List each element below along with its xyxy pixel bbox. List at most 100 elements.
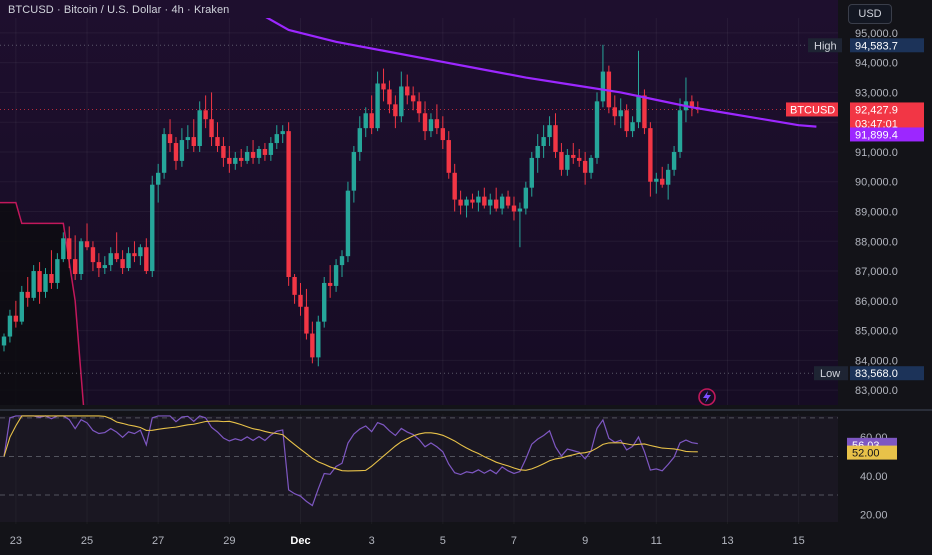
candle-body — [256, 148, 262, 158]
candle — [393, 95, 398, 129]
candle-body — [7, 315, 13, 337]
rsi-ma-value: 52.00 — [852, 448, 880, 460]
lightning-icon[interactable] — [698, 388, 716, 406]
low-tag-value: 83,568.0 — [855, 368, 898, 380]
high-tag: High 94,583.7 — [808, 38, 924, 53]
candle-body — [630, 122, 635, 132]
time-tick-label: 29 — [223, 535, 235, 547]
candle-body — [250, 151, 256, 158]
candle-body — [618, 110, 623, 117]
candle — [375, 71, 380, 132]
candle-body — [606, 71, 612, 108]
candle — [410, 86, 416, 111]
candle-body — [150, 184, 155, 272]
candle — [618, 98, 623, 129]
candle — [7, 309, 13, 343]
candle-body — [393, 104, 398, 117]
candle — [197, 101, 202, 152]
candle — [108, 247, 113, 272]
currency-button[interactable]: USD — [848, 4, 892, 24]
candle-body — [375, 83, 380, 129]
symbol-tag: BTCUSD — [790, 104, 835, 116]
candle-body — [13, 315, 19, 322]
candle-body — [304, 306, 309, 334]
candle-body — [274, 134, 279, 144]
candle — [173, 137, 179, 170]
candle — [327, 265, 333, 298]
candle-body — [488, 199, 493, 206]
candle — [405, 74, 410, 105]
candle — [624, 104, 629, 138]
candle-body — [470, 199, 475, 203]
candle-body — [523, 187, 529, 209]
time-tick-label: 13 — [721, 535, 733, 547]
low-tag-label-bg — [814, 366, 848, 381]
candle-body — [594, 101, 600, 158]
stop-line — [0, 201, 85, 405]
candle — [316, 315, 321, 367]
candle — [203, 95, 208, 129]
time-tick-label: 7 — [511, 535, 517, 547]
candle-body — [173, 143, 179, 161]
candle-body — [357, 128, 362, 152]
candle-body — [197, 110, 202, 147]
rsi-tick-label: 20.00 — [860, 509, 888, 521]
candle — [446, 131, 451, 179]
candle — [399, 71, 404, 123]
candle — [239, 148, 244, 167]
candle — [381, 68, 386, 102]
candle-body — [671, 151, 677, 170]
candle — [600, 44, 606, 108]
candle-body — [660, 178, 665, 185]
candle — [49, 250, 54, 289]
candle-body — [416, 101, 422, 114]
candle-body — [547, 125, 552, 138]
candle-body — [511, 205, 517, 212]
candle-body — [185, 137, 191, 141]
candle-body — [553, 125, 558, 152]
candle-body — [280, 131, 285, 135]
candle — [612, 95, 617, 126]
candle — [547, 116, 552, 147]
candle-body — [292, 276, 297, 295]
candle-body — [535, 146, 540, 158]
candle — [476, 190, 481, 212]
candle-body — [493, 199, 499, 209]
candle — [606, 65, 612, 114]
candle — [559, 143, 564, 176]
candle — [250, 140, 256, 164]
candle — [280, 125, 285, 144]
candle-body — [31, 271, 36, 298]
time-tick-label: 27 — [152, 535, 164, 547]
time-tick-label: 5 — [440, 535, 446, 547]
candle — [351, 146, 357, 203]
candle-body — [476, 196, 481, 203]
price-tick-label: 85,000.0 — [855, 326, 898, 338]
candle-body — [96, 262, 102, 269]
rsi-tick-label: 40.00 — [860, 471, 888, 483]
price-tick-label: 95,000.0 — [855, 28, 898, 40]
candle-body — [161, 134, 167, 173]
candle — [215, 122, 220, 152]
lightning-icon-ring — [698, 388, 716, 406]
candle — [286, 122, 291, 286]
candle — [571, 143, 576, 164]
candle — [19, 285, 24, 325]
candle — [90, 241, 96, 272]
price-tick-label: 90,000.0 — [855, 177, 898, 189]
candle — [582, 151, 588, 185]
candle-body — [286, 131, 291, 277]
candle-body — [126, 253, 131, 269]
candle — [256, 146, 262, 164]
last-price-tag: BTCUSD 92,427.903:47:01 — [786, 102, 924, 131]
ma-value: 91,899.4 — [855, 129, 898, 141]
candle — [179, 128, 185, 167]
candle-body — [624, 110, 629, 132]
candle-body — [577, 157, 582, 161]
candle — [209, 92, 214, 147]
candle — [594, 92, 600, 164]
moving-average-line — [265, 18, 817, 128]
price-tick-label: 94,000.0 — [855, 58, 898, 70]
candle — [577, 148, 582, 167]
